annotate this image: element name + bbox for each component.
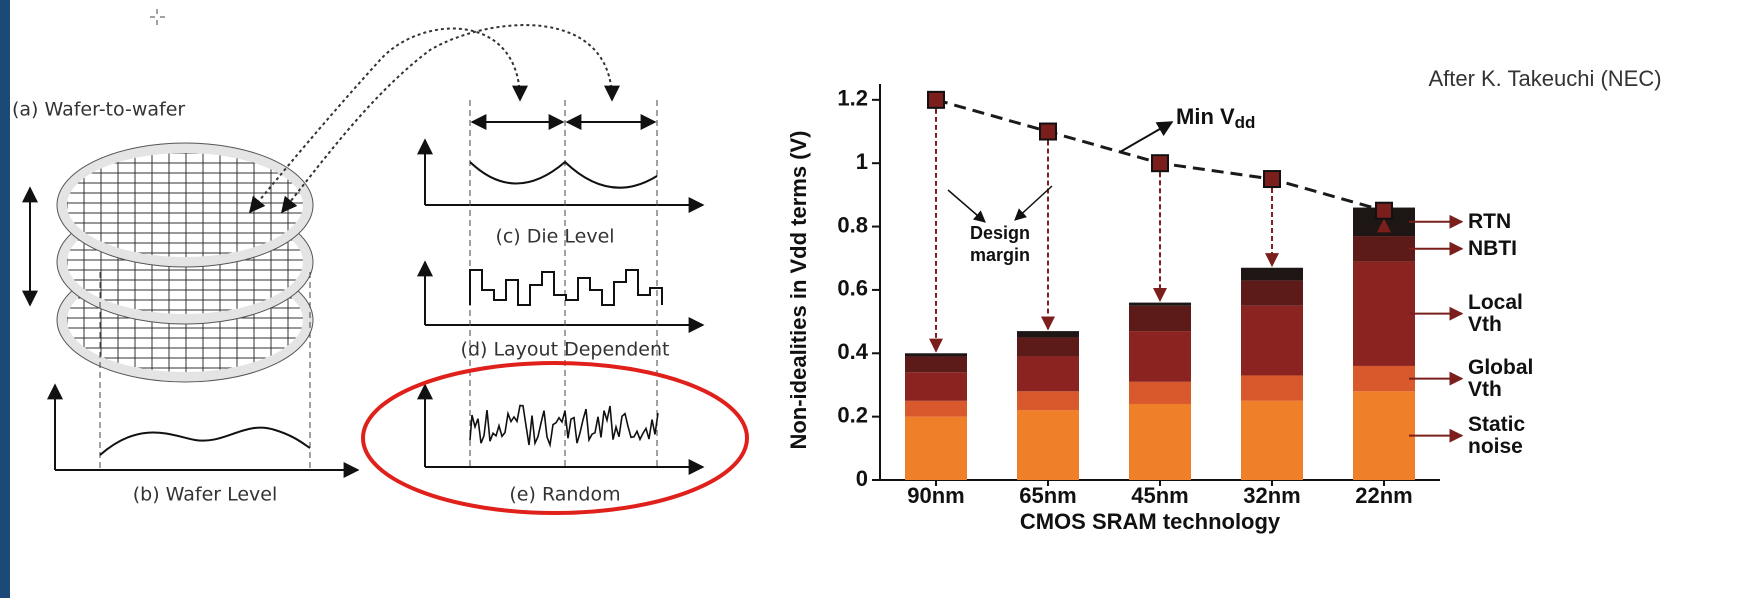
y-axis-title: Non-idealities in Vdd terms (V) xyxy=(786,130,811,449)
bar-segment xyxy=(1129,305,1191,332)
bar-segment xyxy=(1017,356,1079,392)
design-margin-label: Design margin xyxy=(969,223,1030,265)
bar-segment xyxy=(905,356,967,373)
x-tick-label: 22nm xyxy=(1355,483,1412,508)
bar-segment xyxy=(1241,267,1303,281)
side-stripe xyxy=(0,0,10,598)
bar-segment xyxy=(1129,403,1191,480)
callout-arrow xyxy=(947,189,986,223)
min-vdd-point xyxy=(1263,170,1281,189)
bar-segment xyxy=(1129,381,1191,404)
source-note: After K. Takeuchi (NEC) xyxy=(1428,66,1661,91)
legend-label: Static noise xyxy=(1468,412,1526,458)
bar-segment xyxy=(905,416,967,480)
bar-segment xyxy=(905,372,967,401)
y-tick-label: 0.6 xyxy=(837,276,868,301)
legend-label: NBTI xyxy=(1468,236,1517,260)
y-tick-label: 0 xyxy=(856,466,868,491)
bar-segment xyxy=(1241,400,1303,480)
wafer-grid xyxy=(67,153,303,257)
bar-segment xyxy=(1353,236,1415,262)
x-tick-label: 90nm xyxy=(907,483,964,508)
label-b: (b) Wafer Level xyxy=(133,484,278,506)
layout-wave xyxy=(469,269,663,306)
legend-label: RTN xyxy=(1468,209,1512,233)
legend-label: Global Vth xyxy=(1468,355,1534,401)
dotted-arrow xyxy=(280,24,620,214)
variation-diagram xyxy=(22,24,749,515)
min-vdd-point xyxy=(927,90,945,109)
x-tick-label: 45nm xyxy=(1131,483,1188,508)
x-tick-label: 65nm xyxy=(1019,483,1076,508)
label-a: (a) Wafer-to-wafer xyxy=(12,99,185,121)
label-e: (e) Random xyxy=(509,484,620,506)
bar-segment xyxy=(1353,365,1415,392)
bar-segment xyxy=(1353,391,1415,480)
bar-segment xyxy=(1129,331,1191,382)
label-c: (c) Die Level xyxy=(495,226,614,248)
y-tick-label: 0.8 xyxy=(837,212,868,237)
bar-segment xyxy=(905,353,967,357)
bar-segment xyxy=(1241,375,1303,401)
min-vdd-sub: dd xyxy=(1235,113,1256,132)
bar-segment xyxy=(1017,331,1079,338)
noise xyxy=(469,404,659,449)
bar-segment xyxy=(1017,410,1079,480)
bar-segment xyxy=(1241,280,1303,306)
wafer-curve xyxy=(99,426,311,456)
bar-segment xyxy=(1129,302,1191,306)
bar-segment xyxy=(1353,261,1415,366)
min-vdd-point xyxy=(1375,201,1393,220)
min-vdd-text: Min V xyxy=(1176,104,1235,129)
bar-segment xyxy=(1017,391,1079,411)
die-area xyxy=(67,153,303,257)
min-vdd-point xyxy=(1039,122,1057,141)
die-curve xyxy=(469,160,658,189)
bar-segment xyxy=(1017,337,1079,357)
callout-arrow xyxy=(1014,185,1053,221)
legend-label: Local Vth xyxy=(1468,290,1523,336)
min-vdd-point xyxy=(1151,154,1169,173)
cursor-icon xyxy=(150,9,165,25)
min-vdd-label: Min Vdd xyxy=(1176,104,1255,133)
callout-arrow xyxy=(1119,121,1174,153)
y-tick-label: 0.4 xyxy=(837,339,868,364)
bar-segment xyxy=(905,400,967,417)
x-axis-title: CMOS SRAM technology xyxy=(1020,509,1281,534)
highlight xyxy=(361,361,749,515)
x-tick-label: 32nm xyxy=(1243,483,1300,508)
y-tick-label: 0.2 xyxy=(837,402,868,427)
y-tick-label: 1.2 xyxy=(837,86,868,111)
y-tick-label: 1 xyxy=(856,149,868,174)
label-d: (d) Layout Dependent xyxy=(461,339,670,361)
bar-segment xyxy=(1241,305,1303,376)
